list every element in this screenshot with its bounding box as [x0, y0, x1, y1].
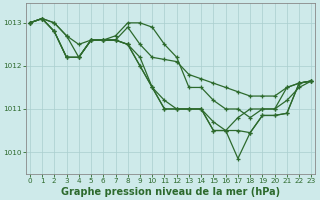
X-axis label: Graphe pression niveau de la mer (hPa): Graphe pression niveau de la mer (hPa) — [61, 187, 280, 197]
